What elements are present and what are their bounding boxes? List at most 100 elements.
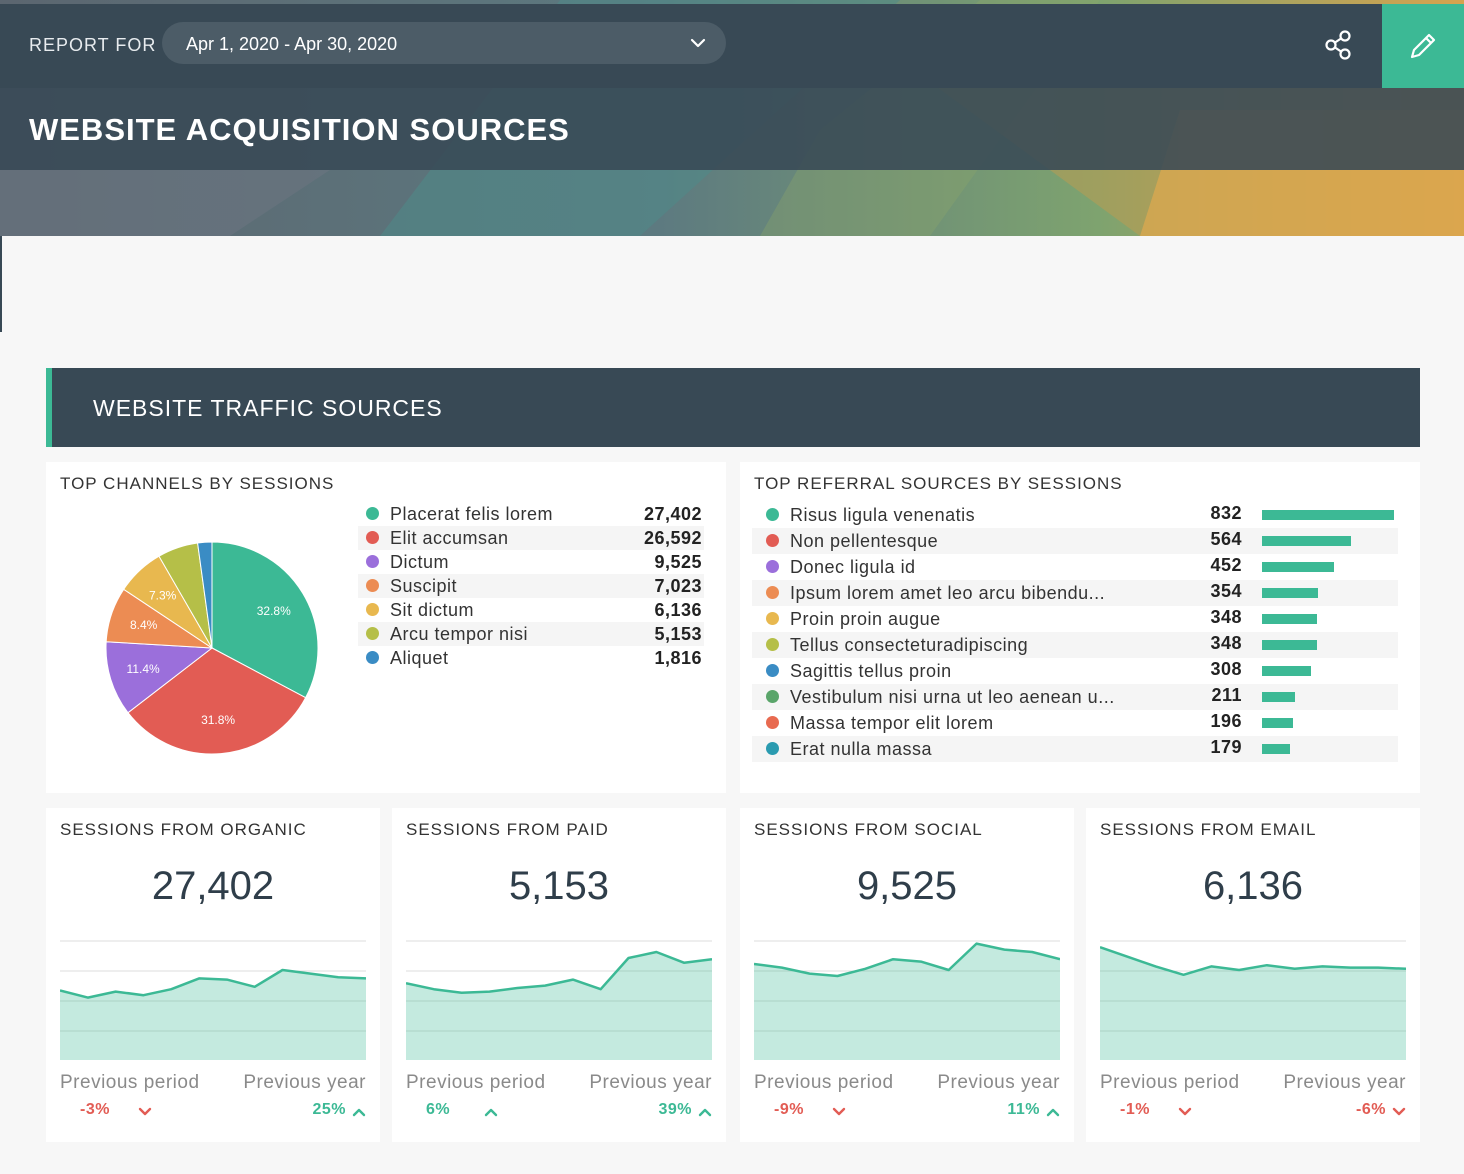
top-channels-card: TOP CHANNELS BY SESSIONS 32.8% 31.8% 11.4%… — [46, 462, 726, 793]
referral-color-dot — [766, 742, 779, 755]
sparkline-chart — [60, 940, 366, 1060]
pie-slice — [105, 641, 214, 714]
referral-label: Risus ligula venenatis — [790, 505, 976, 525]
kpi-title: SESSIONS FROM PAID — [406, 820, 609, 839]
previous-period-change: -1% — [1120, 1101, 1150, 1118]
previous-period-change: -3% — [80, 1101, 110, 1118]
card-title: TOP REFERRAL SOURCES BY SESSIONS — [754, 474, 1123, 493]
kpi-value: 6,136 — [1202, 864, 1304, 908]
previous-year-change: 39% — [658, 1101, 692, 1118]
referral-value: 832 — [1210, 503, 1242, 523]
sparkline-area — [1100, 947, 1406, 1060]
pie-slice — [127, 647, 307, 755]
referral-bar — [1262, 666, 1311, 676]
card-title: TOP CHANNELS BY SESSIONS — [60, 474, 335, 493]
referral-label: Vestibulum nisi urna ut leo aenean u... — [790, 687, 1115, 707]
referral-label: Sagittis tellus proin — [790, 661, 952, 681]
legend-value: 9,525 — [654, 552, 702, 572]
kpi-card: SESSIONS FROM ORGANIC 27,402 Previous peri… — [46, 808, 380, 1142]
referral-value: 348 — [1210, 607, 1242, 627]
referral-color-dot — [766, 534, 779, 547]
referral-row: Erat nulla massa 179 — [752, 736, 1398, 762]
kpi-title: SESSIONS FROM ORGANIC — [60, 820, 307, 839]
referral-color-dot — [766, 716, 779, 729]
channels-pie-chart: 32.8% 31.8% 11.4% 8.4% 7.3% — [105, 541, 319, 755]
chevron-up-icon — [352, 1104, 366, 1122]
chevron-up-icon — [1046, 1104, 1060, 1122]
referral-value: 211 — [1211, 685, 1242, 705]
referral-color-dot — [766, 638, 779, 651]
legend-label: Suscipit — [390, 576, 458, 596]
legend-item: Placerat felis lorem 27,402 — [358, 502, 704, 526]
kpi-value: 5,153 — [508, 864, 610, 908]
divider — [0, 236, 2, 332]
legend-color-dot — [366, 579, 379, 592]
legend-value: 27,402 — [643, 504, 702, 524]
previous-year-label: Previous year — [1283, 1072, 1406, 1093]
legend-value: 5,153 — [654, 624, 702, 644]
legend-color-dot — [366, 507, 379, 520]
referral-color-dot — [766, 560, 779, 573]
referral-row: Vestibulum nisi urna ut leo aenean u... 2… — [752, 684, 1398, 710]
kpi-card: SESSIONS FROM EMAIL 6,136 Previous period P… — [1086, 808, 1420, 1142]
previous-year-label: Previous year — [937, 1072, 1060, 1093]
chevron-down-icon — [1178, 1104, 1192, 1122]
legend-label: Sit dictum — [390, 600, 475, 620]
referral-label: Erat nulla massa — [790, 739, 933, 759]
legend-value: 26,592 — [643, 528, 702, 548]
sparkline-area — [60, 970, 366, 1060]
legend-color-dot — [366, 531, 379, 544]
report-header: REPORT FOR Apr 1, 2020 - Apr 30, 2020 WE… — [0, 0, 1464, 236]
sparkline-line — [406, 950, 712, 995]
referral-row: Massa tempor elit lorem 196 — [752, 710, 1398, 736]
referral-color-dot — [766, 612, 779, 625]
kpi-card: SESSIONS FROM SOCIAL 9,525 Previous period… — [740, 808, 1074, 1142]
sparkline-line — [60, 968, 366, 999]
sparkline-area — [406, 952, 712, 1060]
legend-color-dot — [366, 651, 379, 664]
previous-year-change: 25% — [312, 1101, 346, 1118]
referral-bar — [1262, 588, 1318, 598]
sparkline-line — [1100, 946, 1406, 977]
kpi-title: SESSIONS FROM SOCIAL — [754, 820, 983, 839]
pie-slice — [211, 541, 319, 699]
legend-value: 6,136 — [654, 600, 702, 620]
previous-year-change: -6% — [1356, 1101, 1386, 1118]
referral-value: 564 — [1210, 529, 1242, 549]
referral-label: Ipsum lorem amet leo arcu bibendu... — [790, 583, 1106, 603]
share-button[interactable] — [1318, 26, 1358, 66]
sparkline-chart — [754, 940, 1060, 1060]
page-title: WEBSITE ACQUISITION SOURCES — [29, 112, 570, 147]
referral-row: Tellus consecteturadipiscing 348 — [752, 632, 1398, 658]
legend-color-dot — [366, 555, 379, 568]
date-range-dropdown[interactable]: Apr 1, 2020 - Apr 30, 2020 — [162, 22, 726, 64]
legend-label: Elit accumsan — [390, 528, 509, 548]
referral-value: 308 — [1210, 659, 1242, 679]
sparkline-area — [754, 943, 1060, 1060]
referral-label: Massa tempor elit lorem — [790, 713, 994, 733]
kpi-value: 27,402 — [151, 864, 275, 908]
chevron-down-icon — [690, 38, 706, 48]
share-icon — [1325, 30, 1351, 60]
previous-period-label: Previous period — [1100, 1072, 1240, 1093]
legend-label: Placerat felis lorem — [390, 504, 554, 524]
edit-button[interactable] — [1382, 4, 1464, 88]
referral-row: Sagittis tellus proin 308 — [752, 658, 1398, 684]
referral-value: 196 — [1210, 711, 1242, 731]
legend-label: Dictum — [390, 552, 450, 572]
referral-bar — [1262, 744, 1290, 754]
referral-bar — [1262, 614, 1317, 624]
kpi-card: SESSIONS FROM PAID 5,153 Previous period Pr… — [392, 808, 726, 1142]
section-header: WEBSITE TRAFFIC SOURCES — [46, 368, 1420, 447]
previous-period-change: -9% — [774, 1101, 804, 1118]
referral-bar — [1262, 536, 1351, 546]
referral-label: Non pellentesque — [790, 531, 939, 551]
referral-value: 354 — [1210, 581, 1242, 601]
previous-period-change: 6% — [426, 1101, 451, 1118]
referral-color-dot — [766, 508, 779, 521]
chevron-up-icon — [698, 1104, 712, 1122]
legend-item: Sit dictum 6,136 — [358, 598, 704, 622]
pie-slice-label: 32.8% — [257, 604, 291, 618]
legend-item: Arcu tempor nisi 5,153 — [358, 622, 704, 646]
section-accent — [46, 368, 52, 447]
